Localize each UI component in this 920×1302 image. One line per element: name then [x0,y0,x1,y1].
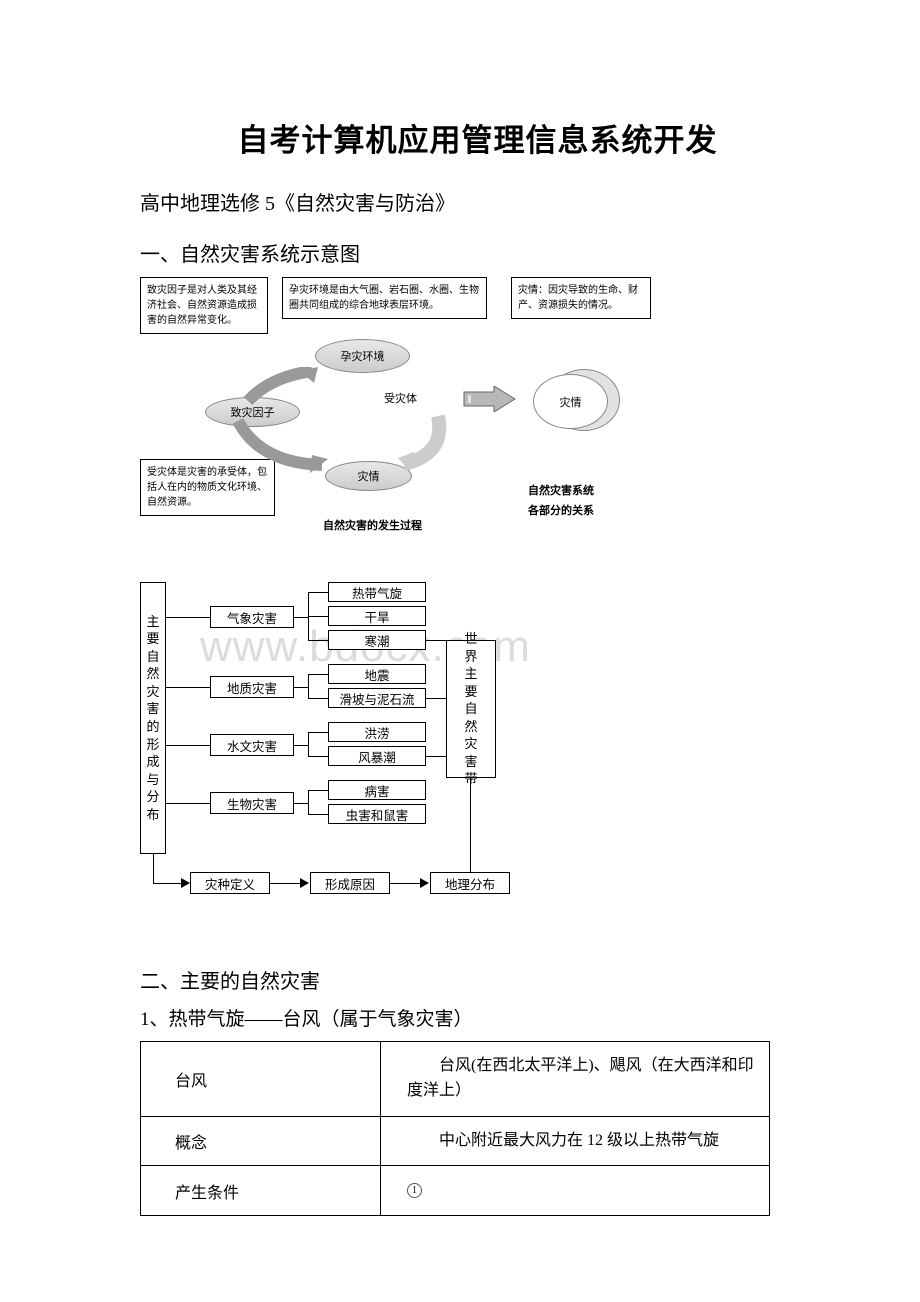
label-system-1: 自然灾害系统 [528,482,594,498]
table-row: 台风 台风(在西北太平洋上)、飓风（在大西洋和印度洋上） [141,1042,770,1117]
oval-outcome: 灾情 [533,374,608,429]
page-title: 自考计算机应用管理信息系统开发 [140,115,815,160]
label-shouzai: 受灾体 [384,390,417,406]
label-process: 自然灾害的发生过程 [323,517,422,533]
sub-7: 病害 [328,780,426,800]
subtitle: 高中地理选修 5《自然灾害与防治》 [140,188,815,220]
label-system-2: 各部分的关系 [528,502,594,518]
vtext-left: 主要自然灾害的形成与分布 [140,582,166,854]
typhoon-table: 台风 台风(在西北太平洋上)、飓风（在大西洋和印度洋上） 概念 中心附近最大风力… [140,1041,770,1216]
table-row: 概念 中心附近最大风力在 12 级以上热带气旋 [141,1116,770,1166]
section-1-heading: 一、自然灾害系统示意图 [140,238,815,267]
arrow-big-icon [462,386,517,412]
sub-6: 风暴潮 [328,746,426,766]
section-2-heading: 二、主要的自然灾害 [140,965,815,994]
table-row: 产生条件 1 [141,1166,770,1216]
box-zhizai: 致灾因子是对人类及其经济社会、自然资源造成损害的自然异常变化。 [140,277,268,334]
curve-arrow-3-icon [398,412,453,472]
cell: 概念 [141,1116,381,1166]
cell: 1 [381,1166,770,1216]
cell: 产生条件 [141,1166,381,1216]
sub-3: 地震 [328,664,426,684]
cat-bio: 生物灾害 [210,792,294,814]
bottom-0: 灾种定义 [190,872,270,894]
cell: 台风 [141,1042,381,1117]
bottom-2: 地理分布 [430,872,510,894]
box-yunzai: 孕灾环境是由大气圈、岩石圈、水圈、生物圈共同组成的综合地球表层环境。 [282,277,487,319]
cat-meteo: 气象灾害 [210,606,294,628]
cell: 中心附近最大风力在 12 级以上热带气旋 [381,1116,770,1166]
sub-0: 热带气旋 [328,582,426,602]
cat-geo: 地质灾害 [210,676,294,698]
cat-hydro: 水文灾害 [210,734,294,756]
sub-4: 滑坡与泥石流 [328,688,426,708]
circled-number-icon: 1 [407,1183,422,1198]
cell: 台风(在西北太平洋上)、飓风（在大西洋和印度洋上） [381,1042,770,1117]
bottom-1: 形成原因 [310,872,390,894]
section-2-1-heading: 1、热带气旋——台风（属于气象灾害） [140,1004,815,1031]
box-zaiqing: 灾情：因灾导致的生命、财产、资源损失的情况。 [511,277,651,319]
sub-2: 寒潮 [328,630,426,650]
diagram-disaster-system: 致灾因子是对人类及其经济社会、自然资源造成损害的自然异常变化。 孕灾环境是由大气… [140,277,815,557]
diagram-classification: www.bdocx.com 主要自然灾害的形成与分布 气象灾害 地质灾害 水文灾… [140,582,815,927]
sub-5: 洪涝 [328,722,426,742]
sub-1: 干旱 [328,606,426,626]
curve-arrow-2-icon [230,415,330,475]
sub-8: 虫害和鼠害 [328,804,426,824]
curve-arrow-1-icon [240,367,330,412]
vtext-right: 世界主要自然灾害带 [446,640,496,778]
